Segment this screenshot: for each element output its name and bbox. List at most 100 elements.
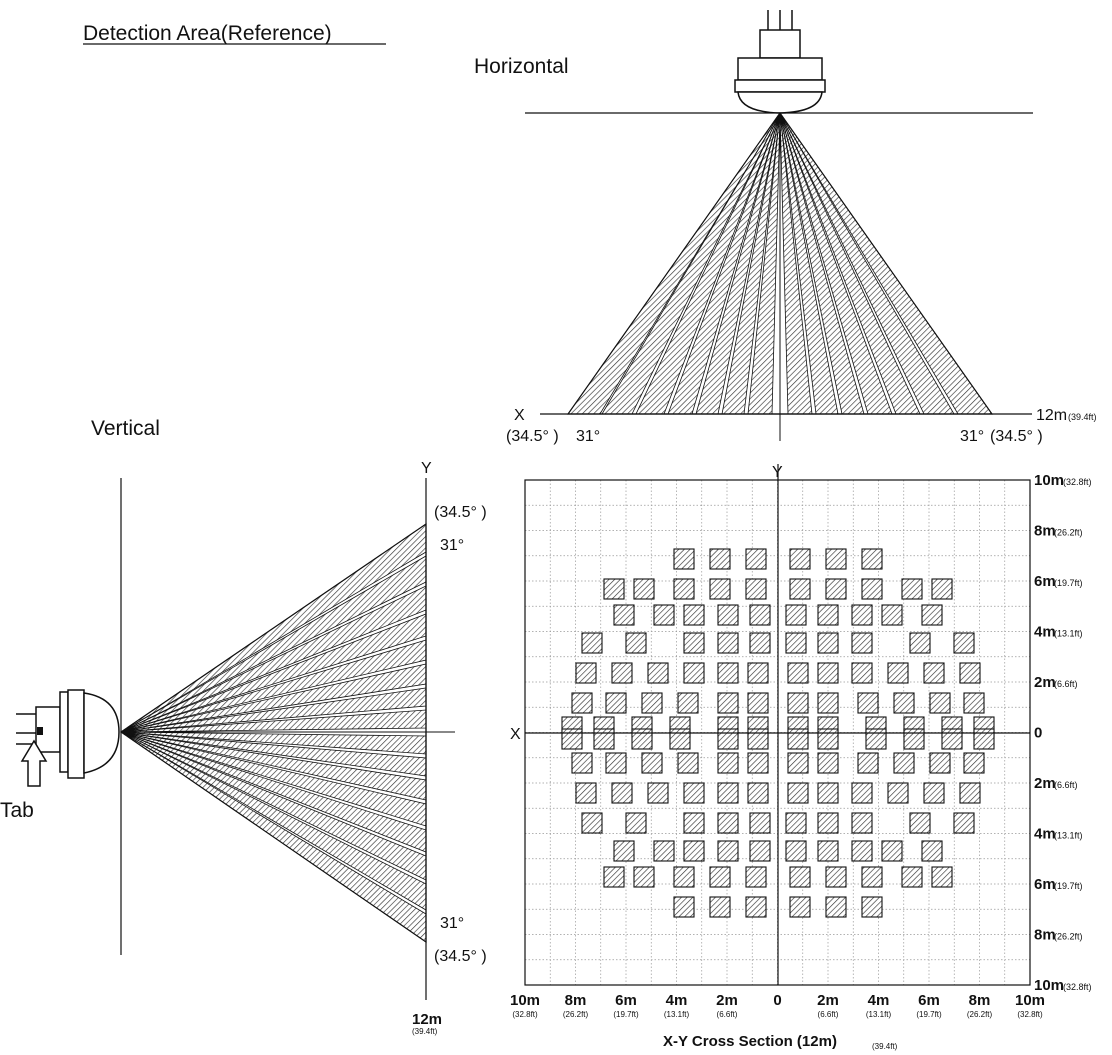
y-tick-label: 4m <box>1034 624 1056 641</box>
detection-zone <box>613 840 635 862</box>
x-tick-label: 0 <box>773 992 781 1009</box>
detection-zone <box>893 692 915 714</box>
detection-zone <box>749 840 771 862</box>
detection-zone <box>963 692 985 714</box>
horizontal-x-label: X <box>514 407 525 424</box>
detection-zone <box>717 662 739 684</box>
detection-zone <box>581 812 603 834</box>
detection-zone <box>825 866 847 888</box>
detection-zone <box>921 840 943 862</box>
detection-zone <box>787 752 809 774</box>
detection-zone <box>747 752 769 774</box>
detection-zone <box>581 632 603 654</box>
detection-zone <box>683 604 705 626</box>
detection-zone <box>677 752 699 774</box>
detection-zone <box>605 752 627 774</box>
detection-zone <box>785 632 807 654</box>
y-tick-ft-label: (19.7ft) <box>1054 881 1083 891</box>
vertical-angle-inner-top: 31° <box>440 537 464 554</box>
detection-zone <box>851 662 873 684</box>
detection-zone <box>745 896 767 918</box>
detection-zone <box>673 896 695 918</box>
y-tick-label: 4m <box>1034 826 1056 843</box>
detection-zone <box>787 662 809 684</box>
y-tick-ft-label: (26.2ft) <box>1054 932 1083 942</box>
detection-zone <box>683 840 705 862</box>
detection-zone <box>749 632 771 654</box>
detection-zone <box>717 840 739 862</box>
detection-zone <box>851 604 873 626</box>
detection-zone <box>959 662 981 684</box>
detection-zone <box>631 728 653 750</box>
x-tick-ft-label: (32.8ft) <box>1017 1010 1043 1019</box>
detection-zone <box>641 692 663 714</box>
detection-zone <box>861 896 883 918</box>
y-tick-ft-label: (26.2ft) <box>1054 528 1083 538</box>
y-tick-ft-label: (6.6ft) <box>1054 780 1078 790</box>
detection-zone <box>575 782 597 804</box>
detection-zone <box>683 662 705 684</box>
detection-zone <box>901 866 923 888</box>
y-tick-label: 8m <box>1034 523 1056 540</box>
detection-zone <box>747 728 769 750</box>
detection-zone <box>789 578 811 600</box>
y-tick-label: 10m <box>1034 472 1064 489</box>
detection-zone <box>745 866 767 888</box>
detection-zone <box>717 752 739 774</box>
y-tick-ft-label: (6.6ft) <box>1054 679 1078 689</box>
detection-zone <box>745 578 767 600</box>
y-tick-label: 8m <box>1034 927 1056 944</box>
sensor-top-view-icon <box>734 10 826 114</box>
detection-zone <box>817 752 839 774</box>
y-tick-ft-label: (19.7ft) <box>1054 578 1083 588</box>
detection-zone <box>785 604 807 626</box>
detection-zone <box>851 632 873 654</box>
detection-zone <box>785 812 807 834</box>
detection-zone <box>787 782 809 804</box>
detection-zone <box>683 812 705 834</box>
detection-zone <box>825 578 847 600</box>
detection-zone <box>717 692 739 714</box>
detection-zone <box>677 692 699 714</box>
detection-zone <box>817 728 839 750</box>
detection-zone <box>901 578 923 600</box>
detection-zone <box>861 548 883 570</box>
detection-zone <box>909 812 931 834</box>
detection-zone <box>709 548 731 570</box>
detection-zone <box>709 866 731 888</box>
detection-zone <box>785 840 807 862</box>
cross-section-y-ticks: 10m(32.8ft)8m(26.2ft)6m(19.7ft)4m(13.1ft… <box>1034 472 1092 994</box>
detection-zone <box>923 782 945 804</box>
cross-section-y-label: Y <box>772 464 783 481</box>
y-tick-ft-label: (32.8ft) <box>1063 477 1092 487</box>
horizontal-range-label: 12m <box>1036 407 1067 424</box>
detection-zone <box>647 662 669 684</box>
x-tick-label: 4m <box>666 992 688 1009</box>
vertical-label: Vertical <box>91 417 160 440</box>
detection-zone <box>653 840 675 862</box>
x-tick-label: 6m <box>615 992 637 1009</box>
detection-zone <box>817 604 839 626</box>
detection-zone <box>673 548 695 570</box>
x-tick-ft-label: (6.6ft) <box>818 1010 839 1019</box>
y-tick-label: 0 <box>1034 725 1042 742</box>
detection-zone <box>747 782 769 804</box>
detection-zone <box>887 662 909 684</box>
x-tick-label: 10m <box>1015 992 1045 1009</box>
x-tick-label: 8m <box>969 992 991 1009</box>
x-tick-ft-label: (13.1ft) <box>866 1010 892 1019</box>
vertical-angle-outer-bottom: (34.5° ) <box>434 948 487 965</box>
detection-zone <box>921 604 943 626</box>
x-tick-label: 2m <box>716 992 738 1009</box>
tab-arrow-icon <box>20 739 48 787</box>
detection-zone <box>571 692 593 714</box>
detection-zone <box>959 782 981 804</box>
detection-zone <box>931 578 953 600</box>
x-tick-ft-label: (26.2ft) <box>967 1010 993 1019</box>
horizontal-angle-inner-right: 31° <box>960 428 984 445</box>
horizontal-label: Horizontal <box>474 55 569 78</box>
detection-zone <box>865 728 887 750</box>
vertical-detection-fan <box>119 522 427 944</box>
detection-zone <box>717 604 739 626</box>
detection-zone <box>953 632 975 654</box>
